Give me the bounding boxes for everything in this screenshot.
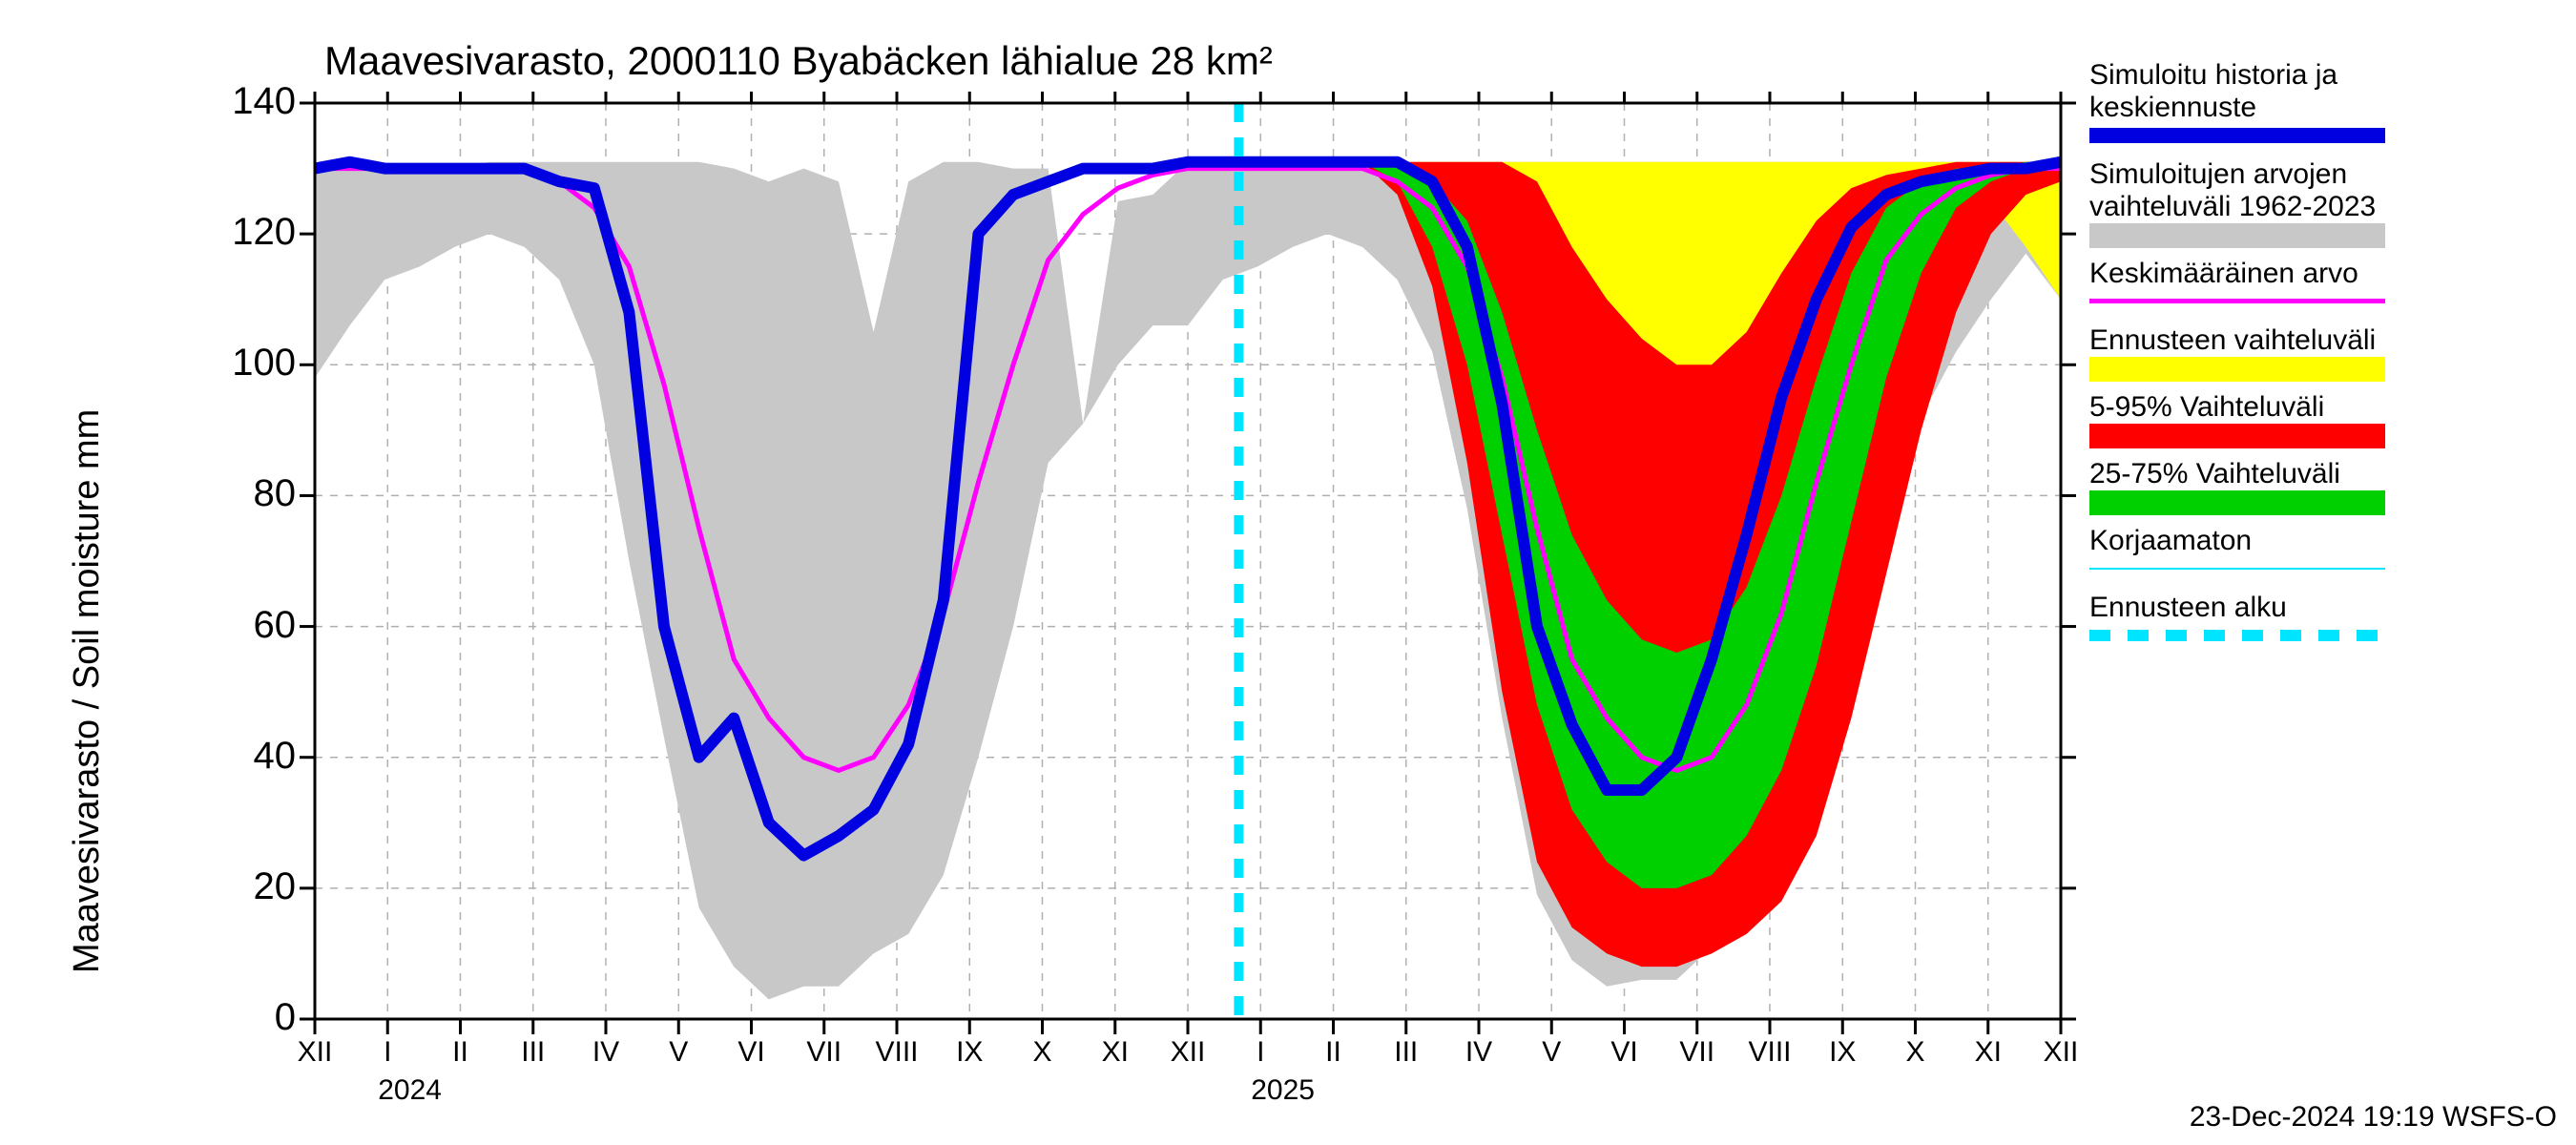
x-tick-month: XII xyxy=(1171,1036,1206,1069)
y-axis-label: Maavesivarasto / Soil moisture mm xyxy=(67,409,108,973)
x-tick-month: VIII xyxy=(875,1036,918,1069)
x-tick-month: VI xyxy=(737,1036,764,1069)
legend-label: Ennusteen alku xyxy=(2089,592,2287,625)
x-tick-month: XI xyxy=(1102,1036,1129,1069)
x-tick-month: VII xyxy=(806,1036,841,1069)
legend-label: keskiennuste xyxy=(2089,92,2256,125)
x-tick-month: II xyxy=(1325,1036,1341,1069)
legend-swatch xyxy=(2089,490,2385,515)
x-tick-month: VI xyxy=(1610,1036,1637,1069)
year-label: 2024 xyxy=(378,1074,442,1107)
legend-label: Simuloitu historia ja xyxy=(2089,59,2337,93)
y-tick: 100 xyxy=(219,342,296,385)
y-tick: 20 xyxy=(219,865,296,908)
footer-timestamp: 23-Dec-2024 19:19 WSFS-O xyxy=(2190,1101,2557,1134)
y-tick: 140 xyxy=(219,80,296,123)
x-tick-month: XII xyxy=(2044,1036,2079,1069)
legend-swatch xyxy=(2089,424,2385,448)
year-label: 2025 xyxy=(1251,1074,1315,1107)
legend-label: Simuloitujen arvojen xyxy=(2089,158,2347,192)
x-tick-month: XII xyxy=(298,1036,333,1069)
chart-container: Maavesivarasto, 2000110 Byabäcken lähial… xyxy=(0,0,2576,1145)
y-tick: 0 xyxy=(219,996,296,1039)
x-tick-month: II xyxy=(452,1036,468,1069)
legend-label: 5-95% Vaihteluväli xyxy=(2089,391,2324,425)
x-tick-month: III xyxy=(521,1036,545,1069)
x-tick-month: VII xyxy=(1679,1036,1714,1069)
legend-swatch xyxy=(2089,223,2385,248)
x-tick-month: IV xyxy=(592,1036,619,1069)
legend-swatch xyxy=(2089,568,2385,570)
x-tick-month: X xyxy=(1032,1036,1051,1069)
x-tick-month: IV xyxy=(1465,1036,1492,1069)
x-tick-month: V xyxy=(1542,1036,1561,1069)
y-tick: 120 xyxy=(219,211,296,254)
legend-label: 25-75% Vaihteluväli xyxy=(2089,458,2340,491)
x-tick-month: XI xyxy=(1975,1036,2002,1069)
legend-label: vaihteluväli 1962-2023 xyxy=(2089,191,2376,224)
x-tick-month: V xyxy=(669,1036,688,1069)
x-tick-month: III xyxy=(1394,1036,1418,1069)
x-tick-month: IX xyxy=(1829,1036,1856,1069)
x-tick-month: IX xyxy=(956,1036,983,1069)
x-tick-month: VIII xyxy=(1748,1036,1791,1069)
x-tick-month: I xyxy=(1257,1036,1264,1069)
x-tick-month: I xyxy=(384,1036,391,1069)
legend-label: Ennusteen vaihteluväli xyxy=(2089,324,2376,358)
y-tick: 80 xyxy=(219,472,296,515)
chart-title: Maavesivarasto, 2000110 Byabäcken lähial… xyxy=(324,38,1273,84)
legend-label: Keskimääräinen arvo xyxy=(2089,258,2358,291)
legend-swatch xyxy=(2089,357,2385,382)
legend-label: Korjaamaton xyxy=(2089,525,2252,558)
legend-swatch xyxy=(2089,299,2385,303)
y-tick: 60 xyxy=(219,604,296,647)
y-tick: 40 xyxy=(219,735,296,778)
legend-swatch xyxy=(2089,630,2385,641)
x-tick-month: X xyxy=(1905,1036,1924,1069)
legend-swatch xyxy=(2089,128,2385,143)
